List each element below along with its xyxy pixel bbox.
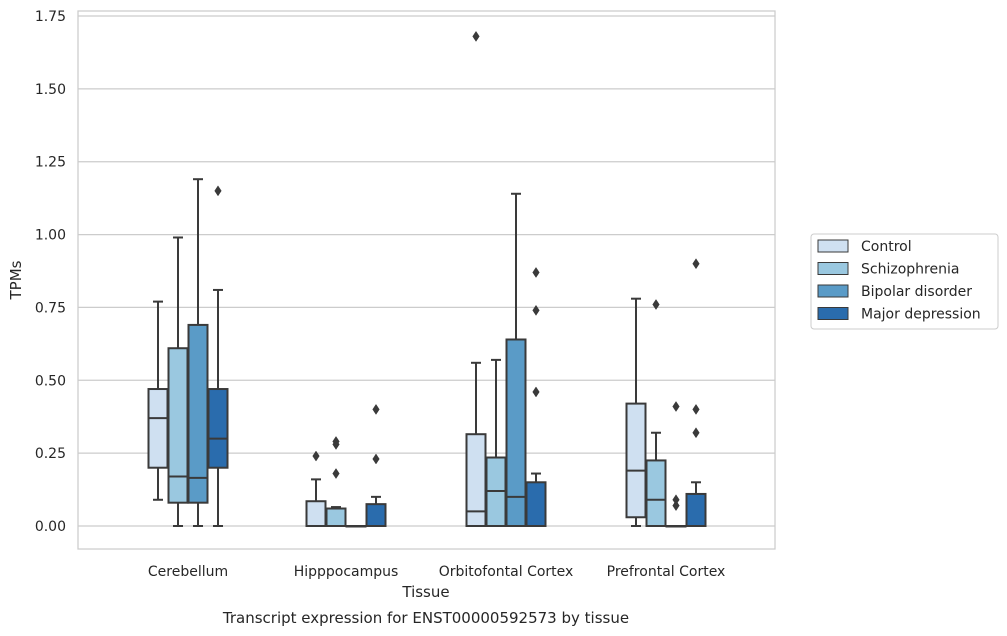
y-tick-label: 1.00 <box>35 228 66 244</box>
box-bipolar-disorder <box>187 178 209 527</box>
outlier-point <box>372 403 380 415</box>
legend-frame <box>810 233 999 330</box>
outlier-point <box>672 494 680 506</box>
box-control <box>465 30 487 528</box>
outlier-point <box>532 304 540 316</box>
box-major-depression <box>207 185 229 527</box>
box-schizophrenia <box>167 236 189 527</box>
outlier-point <box>692 427 700 439</box>
chart-title: Transcript expression for ENST0000059257… <box>222 609 629 627</box>
outlier-point <box>532 386 540 398</box>
y-tick-label: 0.50 <box>35 373 66 389</box>
y-tick-label: 1.75 <box>35 9 66 25</box>
x-tick-label: Hipppocampus <box>294 564 399 580</box>
box-iqr <box>325 507 347 527</box>
legend-label: Control <box>861 239 912 255</box>
outlier-point <box>692 403 700 415</box>
box-bipolar-disorder <box>665 401 687 528</box>
box-schizophrenia <box>485 358 507 527</box>
outlier-point <box>672 500 680 512</box>
y-axis-label: TPMs <box>7 260 25 300</box>
legend: Control Schizophrenia Bipolar disorder Majo… <box>810 233 999 330</box>
legend-label: Bipolar disorder <box>861 284 972 300</box>
box-iqr <box>187 323 209 504</box>
box-iqr <box>365 503 387 527</box>
legend-swatch <box>817 239 849 253</box>
outlier-point <box>332 468 340 479</box>
legend-swatch <box>817 307 849 320</box>
legend-label: Major depression <box>861 307 981 323</box>
box-iqr <box>645 459 667 527</box>
legend-swatch <box>817 284 849 298</box>
y-tick-labels: 0.00 0.25 0.50 0.75 1.00 1.25 1.50 1.75 <box>35 9 66 535</box>
outlier-point <box>472 30 480 42</box>
outlier-point <box>532 267 540 278</box>
legend-swatch <box>817 262 849 275</box>
box-control <box>305 450 327 528</box>
x-tick-label: Prefrontal Cortex <box>607 564 726 580</box>
y-tick-label: 0.75 <box>35 300 66 316</box>
box-major-depression <box>685 258 707 528</box>
box-iqr <box>505 338 527 527</box>
box-iqr <box>625 402 647 519</box>
x-axis-label: Tissue <box>401 583 449 601</box>
y-tick-label: 1.25 <box>35 155 66 171</box>
box-control <box>625 297 647 527</box>
outlier-point <box>372 453 380 465</box>
box-iqr <box>167 347 189 504</box>
plot-frame <box>77 10 776 550</box>
y-tick-label: 0.25 <box>35 446 66 462</box>
y-tick-label: 1.50 <box>35 82 66 98</box>
box-iqr <box>685 492 707 528</box>
x-tick-labels: Cerebellum Hipppocampus Orbitofontal Corte… <box>148 564 725 580</box>
box-major-depression <box>365 403 387 527</box>
box-schizophrenia <box>645 299 667 527</box>
box-schizophrenia <box>325 436 347 527</box>
box-iqr <box>207 388 229 469</box>
box-bipolar-disorder <box>505 192 527 527</box>
box-major-depression <box>525 267 547 527</box>
legend-label: Schizophrenia <box>861 262 959 278</box>
x-tick-label: Cerebellum <box>148 564 228 580</box>
outlier-point <box>692 258 700 270</box>
boxes <box>147 30 707 528</box>
outlier-point <box>214 185 222 197</box>
outlier-point <box>332 436 340 447</box>
box-iqr <box>147 388 169 469</box>
box-iqr <box>305 500 327 528</box>
x-tick-label: Orbitofontal Cortex <box>439 564 574 580</box>
outlier-point <box>652 299 660 310</box>
outlier-point <box>312 450 320 462</box>
box-control <box>147 300 169 501</box>
box-bipolar-disorder <box>345 525 367 528</box>
box-iqr <box>525 481 547 527</box>
y-tick-label: 0.00 <box>35 519 66 535</box>
outlier-point <box>672 401 680 412</box>
